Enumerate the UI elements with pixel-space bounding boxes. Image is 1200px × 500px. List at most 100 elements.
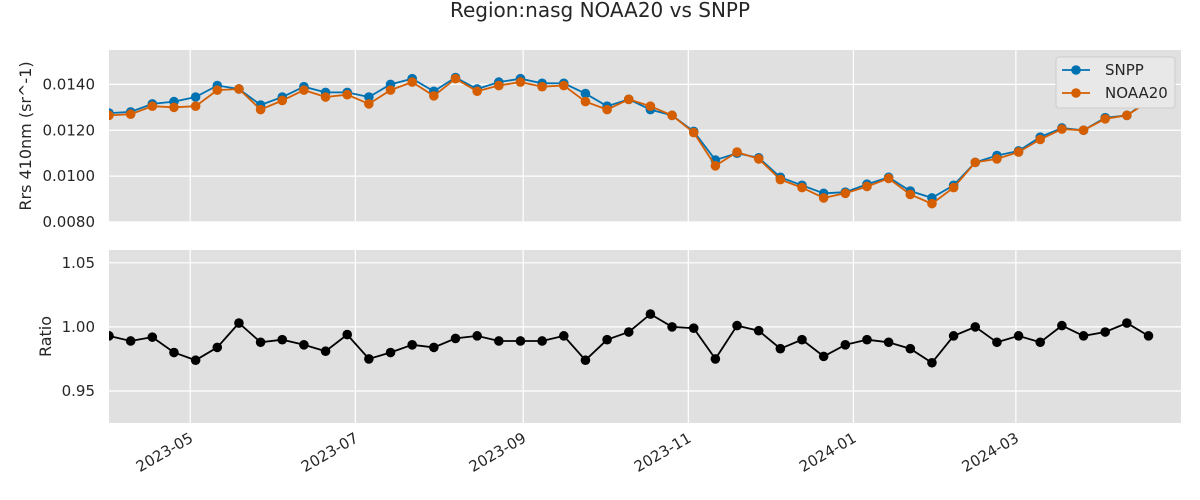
data-point-noaa20 — [797, 182, 807, 193]
ratio-data-point — [905, 343, 916, 354]
data-point-noaa20 — [255, 104, 266, 115]
bottom-background — [109, 250, 1181, 423]
xtick-label: 2024-01 — [796, 429, 859, 476]
bottom-panel: 0.95 1.00 1.05 Ratio — [36, 250, 1181, 423]
top-panel: 0.0080 0.0100 0.0120 0.0140 Rrs 410nm (sr^-1… — [16, 50, 1181, 231]
data-point-snpp — [190, 92, 201, 102]
top-ytick-label: 0.0080 — [43, 213, 96, 231]
ratio-data-point — [212, 342, 223, 353]
data-point-noaa20 — [494, 80, 504, 91]
ratio-data-point — [558, 331, 569, 341]
ratio-data-point — [1057, 320, 1067, 331]
data-point-noaa20 — [667, 110, 677, 121]
ratio-data-point — [1100, 327, 1111, 337]
data-point-noaa20 — [169, 102, 179, 113]
chart-title: Region:nasg NOAA20 vs SNPP — [449, 0, 751, 22]
ratio-data-point — [710, 354, 721, 364]
data-point-noaa20 — [320, 92, 331, 102]
bottom-ytick-label: 0.95 — [62, 382, 95, 400]
ratio-data-point — [320, 346, 331, 357]
top-plot-area — [109, 72, 1154, 209]
ratio-data-point — [190, 355, 201, 366]
bottom-ytick-label: 1.00 — [62, 318, 95, 336]
data-point-noaa20 — [407, 77, 417, 87]
ratio-data-point — [342, 329, 353, 340]
ratio-data-point — [862, 334, 872, 345]
ratio-data-point — [515, 336, 526, 346]
ratio-data-point — [450, 333, 461, 344]
ratio-data-point — [970, 322, 981, 332]
data-point-noaa20 — [840, 188, 851, 199]
ratio-data-point — [927, 357, 937, 368]
top-ytick-label: 0.0140 — [43, 75, 96, 93]
data-point-noaa20 — [109, 110, 114, 121]
ratio-data-point — [147, 332, 158, 342]
data-point-noaa20 — [602, 104, 612, 115]
bottom-plot-area — [109, 309, 1154, 368]
top-ytick-label: 0.0120 — [43, 121, 96, 139]
ratio-data-point — [667, 322, 677, 332]
top-ylabel: Rrs 410nm (sr^-1) — [16, 61, 35, 210]
data-point-noaa20 — [970, 157, 981, 168]
data-point-noaa20 — [732, 147, 742, 157]
ratio-data-point — [429, 342, 439, 353]
data-point-noaa20 — [342, 89, 353, 100]
ratio-data-point — [407, 340, 417, 350]
xtick-label: 2024-03 — [959, 429, 1022, 476]
legend-label-noaa20: NOAA20 — [1105, 84, 1168, 102]
ratio-data-point — [1013, 331, 1024, 341]
data-point-snpp — [580, 88, 591, 99]
data-point-noaa20 — [125, 109, 136, 120]
ratio-data-point — [645, 309, 656, 319]
ratio-data-point — [580, 355, 591, 366]
data-point-noaa20 — [1013, 147, 1024, 157]
ratio-data-point — [537, 336, 547, 346]
data-point-noaa20 — [862, 181, 872, 192]
data-point-snpp — [364, 92, 374, 102]
data-point-noaa20 — [645, 101, 656, 111]
data-point-noaa20 — [364, 99, 374, 109]
ratio-data-point — [255, 337, 266, 348]
data-point-noaa20 — [948, 182, 959, 193]
ratio-data-point — [1035, 337, 1046, 348]
data-point-noaa20 — [558, 80, 569, 91]
data-point-noaa20 — [688, 127, 699, 138]
data-point-noaa20 — [883, 173, 894, 184]
ratio-data-point — [277, 334, 288, 345]
data-point-noaa20 — [775, 174, 786, 185]
data-point-noaa20 — [429, 91, 439, 101]
data-point-noaa20 — [580, 96, 591, 107]
legend: SNPP NOAA20 — [1055, 56, 1176, 109]
data-point-noaa20 — [818, 193, 829, 203]
xtick-label: 2023-07 — [298, 429, 361, 476]
ratio-data-point — [775, 343, 786, 354]
data-point-noaa20 — [212, 85, 223, 95]
ratio-data-point — [818, 351, 829, 362]
ratio-data-point — [364, 354, 374, 364]
ratio-data-point — [797, 334, 807, 345]
xtick-label: 2023-09 — [466, 429, 529, 476]
ratio-data-point — [602, 334, 612, 345]
ratio-data-point — [125, 336, 136, 346]
ratio-data-point — [169, 347, 179, 358]
ratio-data-point — [753, 325, 764, 336]
top-ytick-label: 0.0100 — [43, 167, 96, 185]
legend-marker-snpp — [1071, 65, 1081, 75]
data-point-noaa20 — [927, 198, 937, 209]
ratio-data-point — [992, 337, 1002, 348]
ratio-data-point — [840, 340, 851, 350]
data-point-noaa20 — [537, 81, 547, 92]
ratio-data-point — [948, 331, 959, 341]
data-point-noaa20 — [623, 94, 634, 105]
data-point-noaa20 — [234, 84, 244, 94]
data-point-noaa20 — [147, 101, 158, 111]
xtick-label: 2023-05 — [133, 429, 196, 476]
data-point-noaa20 — [385, 85, 396, 95]
ratio-data-point — [234, 318, 244, 328]
data-point-noaa20 — [277, 95, 288, 106]
data-point-noaa20 — [992, 154, 1002, 164]
xtick-label: 2023-11 — [631, 429, 694, 476]
data-point-noaa20 — [472, 86, 482, 97]
data-point-noaa20 — [190, 101, 201, 111]
data-point-noaa20 — [753, 154, 764, 164]
